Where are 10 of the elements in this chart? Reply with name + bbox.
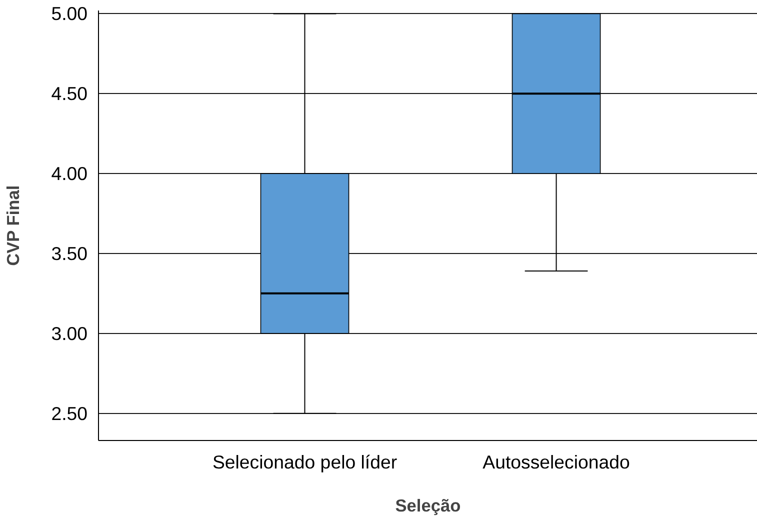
- y-axis-title: CVP Final: [3, 185, 24, 266]
- y-tick-label: 5.00: [51, 3, 88, 24]
- y-tick-label: 3.00: [51, 322, 88, 344]
- y-tick-label: 4.00: [51, 163, 88, 184]
- x-tick-label: Autosselecionado: [482, 452, 630, 472]
- y-tick-label: 2.50: [51, 402, 88, 424]
- y-tick-label: 3.50: [51, 242, 88, 264]
- x-tick-label: Selecionado pelo líder: [212, 452, 398, 472]
- y-tick-label: 4.50: [51, 83, 88, 104]
- x-axis-title: Seleção: [395, 496, 461, 516]
